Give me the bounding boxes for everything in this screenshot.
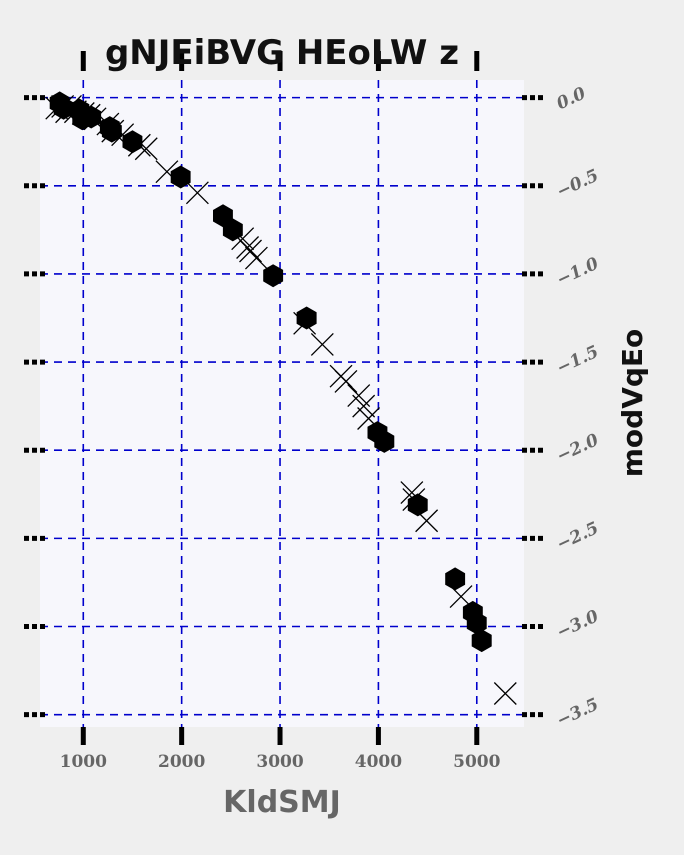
x-marker bbox=[334, 370, 358, 393]
x-tick-label: 4000 bbox=[355, 752, 402, 772]
plot-area bbox=[40, 80, 524, 727]
y-tick-label: 0.0 bbox=[554, 83, 589, 114]
x-marker bbox=[449, 585, 473, 609]
x-marker bbox=[357, 407, 381, 430]
x-axis-label: KldSMJ bbox=[223, 785, 341, 820]
x-marker bbox=[77, 103, 101, 127]
x-marker bbox=[310, 332, 334, 356]
x-marker bbox=[111, 123, 135, 147]
tick-marks bbox=[24, 51, 543, 745]
x-tick-label: 3000 bbox=[256, 752, 303, 772]
x-marker bbox=[63, 100, 87, 124]
x-marker bbox=[83, 107, 107, 131]
x-marker bbox=[155, 160, 179, 184]
x-marker bbox=[244, 246, 268, 270]
x-marker bbox=[293, 311, 317, 335]
y-tick-label: −0.5 bbox=[554, 166, 602, 203]
hexagon-marker bbox=[445, 567, 466, 591]
y-tick-label: −2.0 bbox=[554, 430, 602, 467]
x-marker bbox=[400, 481, 424, 504]
x-marker bbox=[231, 227, 255, 251]
x-marker bbox=[101, 119, 125, 143]
hexagon-marker bbox=[170, 165, 191, 189]
x-marker bbox=[134, 137, 158, 161]
x-marker bbox=[185, 181, 209, 205]
x-tick-label: 1000 bbox=[60, 752, 107, 772]
hexagon-marker bbox=[466, 611, 487, 635]
y-tick-label: −3.5 bbox=[554, 695, 602, 732]
chart-title: gNJEiBVG HEoLW z bbox=[105, 33, 459, 73]
y-tick-label: −1.0 bbox=[554, 254, 602, 291]
data-points bbox=[45, 91, 517, 705]
hexagon-marker bbox=[296, 306, 317, 330]
x-marker bbox=[71, 102, 95, 125]
hexagon-marker bbox=[471, 629, 492, 653]
y-tick-label: −3.0 bbox=[554, 606, 602, 643]
hexagon-marker bbox=[263, 264, 284, 288]
y-axis-label: modVqEo bbox=[616, 329, 649, 478]
x-tick-label: 2000 bbox=[158, 752, 205, 772]
x-marker bbox=[493, 682, 517, 705]
x-marker bbox=[352, 394, 376, 418]
y-tick-label: −1.5 bbox=[554, 342, 602, 379]
x-marker bbox=[96, 112, 120, 136]
hexagon-marker bbox=[222, 218, 243, 242]
x-marker bbox=[127, 133, 151, 157]
hexagon-marker bbox=[374, 429, 395, 453]
x-marker bbox=[402, 488, 426, 512]
x-tick-label: 5000 bbox=[453, 752, 500, 772]
x-marker bbox=[51, 94, 75, 118]
x-marker bbox=[239, 239, 262, 263]
y-tick-label: −2.5 bbox=[554, 518, 602, 555]
x-marker bbox=[415, 509, 439, 533]
